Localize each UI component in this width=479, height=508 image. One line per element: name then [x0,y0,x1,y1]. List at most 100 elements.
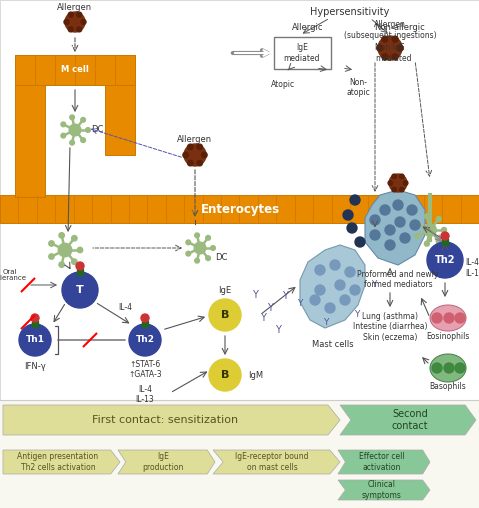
Circle shape [441,232,449,240]
Text: First contact: sensitization: First contact: sensitization [92,415,238,425]
Circle shape [59,233,64,238]
Circle shape [49,241,54,246]
Circle shape [407,205,417,215]
Circle shape [186,240,191,245]
Circle shape [370,230,380,240]
Text: Basophils: Basophils [430,382,467,391]
Circle shape [340,295,350,305]
Text: B: B [221,370,229,380]
Circle shape [350,195,360,205]
Text: Th1: Th1 [25,335,45,344]
Circle shape [436,238,441,243]
Text: Effector cell
activation: Effector cell activation [359,452,405,472]
Circle shape [389,174,407,192]
Circle shape [385,225,395,235]
Text: Non-allergic: Non-allergic [375,23,425,33]
Circle shape [355,237,365,247]
Polygon shape [300,245,365,328]
Circle shape [325,303,335,313]
Circle shape [377,45,383,51]
Circle shape [432,313,442,323]
Bar [0,195,479,223]
Polygon shape [3,450,120,474]
Bar [15,55,45,197]
Circle shape [380,205,390,215]
Text: Y: Y [372,280,377,289]
Circle shape [388,181,393,185]
Circle shape [141,314,149,322]
Circle shape [347,223,357,233]
Circle shape [86,128,91,133]
Polygon shape [118,450,215,474]
Circle shape [424,224,436,236]
Circle shape [315,285,325,295]
Circle shape [76,262,84,270]
Text: B: B [221,310,229,320]
Circle shape [81,138,85,143]
Circle shape [392,54,398,60]
Text: IgM: IgM [248,370,263,379]
Text: Th2: Th2 [136,335,155,344]
Circle shape [31,314,39,322]
Text: Mast cells: Mast cells [312,340,354,349]
Circle shape [399,174,404,179]
Circle shape [70,115,74,120]
Circle shape [410,220,420,230]
Polygon shape [365,190,425,265]
Text: Enterocytes: Enterocytes [200,203,280,215]
Circle shape [444,313,454,323]
Circle shape [206,256,210,261]
Bar [105,55,135,155]
Circle shape [432,363,442,373]
Text: Antigen presentation
Th2 cells activation: Antigen presentation Th2 cells activatio… [17,452,99,472]
Circle shape [335,280,345,290]
Circle shape [211,246,216,250]
Text: Y: Y [282,291,288,301]
Circle shape [209,299,241,331]
Circle shape [68,27,73,32]
Bar [442,239,448,245]
Text: T: T [76,285,84,295]
Circle shape [61,122,66,126]
Text: Y: Y [252,290,258,300]
Circle shape [77,247,83,252]
Circle shape [81,117,85,122]
Circle shape [70,140,74,145]
Text: Y: Y [260,313,266,323]
Bar [0,0,479,400]
Ellipse shape [430,354,466,382]
Circle shape [415,234,420,239]
Text: IgE-receptor bound
on mast cells: IgE-receptor bound on mast cells [235,452,309,472]
Circle shape [65,12,85,32]
Circle shape [392,36,398,42]
Circle shape [455,363,465,373]
Ellipse shape [430,305,466,331]
Bar [15,55,135,85]
Text: Oral
tolerance: Oral tolerance [0,269,26,281]
Circle shape [330,260,340,270]
Circle shape [436,216,441,221]
Circle shape [310,295,320,305]
Circle shape [345,267,355,277]
Text: Clinical
symptoms: Clinical symptoms [362,480,402,500]
Text: IgE
mediated: IgE mediated [284,43,320,62]
Circle shape [382,54,388,60]
Circle shape [206,236,210,240]
Text: IFN-γ: IFN-γ [24,362,46,371]
Circle shape [382,36,388,42]
Circle shape [62,272,98,308]
Circle shape [49,254,54,259]
Text: Non-
atopic: Non- atopic [346,78,370,98]
Text: Th2: Th2 [435,255,455,265]
Polygon shape [338,450,430,474]
Text: DC: DC [215,253,228,263]
Circle shape [64,19,69,24]
Circle shape [194,242,206,254]
Circle shape [184,144,206,166]
Circle shape [395,217,405,227]
Text: Atopic: Atopic [271,80,295,89]
Text: ↑STAT-6
↑GATA-3: ↑STAT-6 ↑GATA-3 [128,360,162,379]
Circle shape [68,12,73,17]
Text: IgE: IgE [218,286,231,295]
Circle shape [343,210,353,220]
